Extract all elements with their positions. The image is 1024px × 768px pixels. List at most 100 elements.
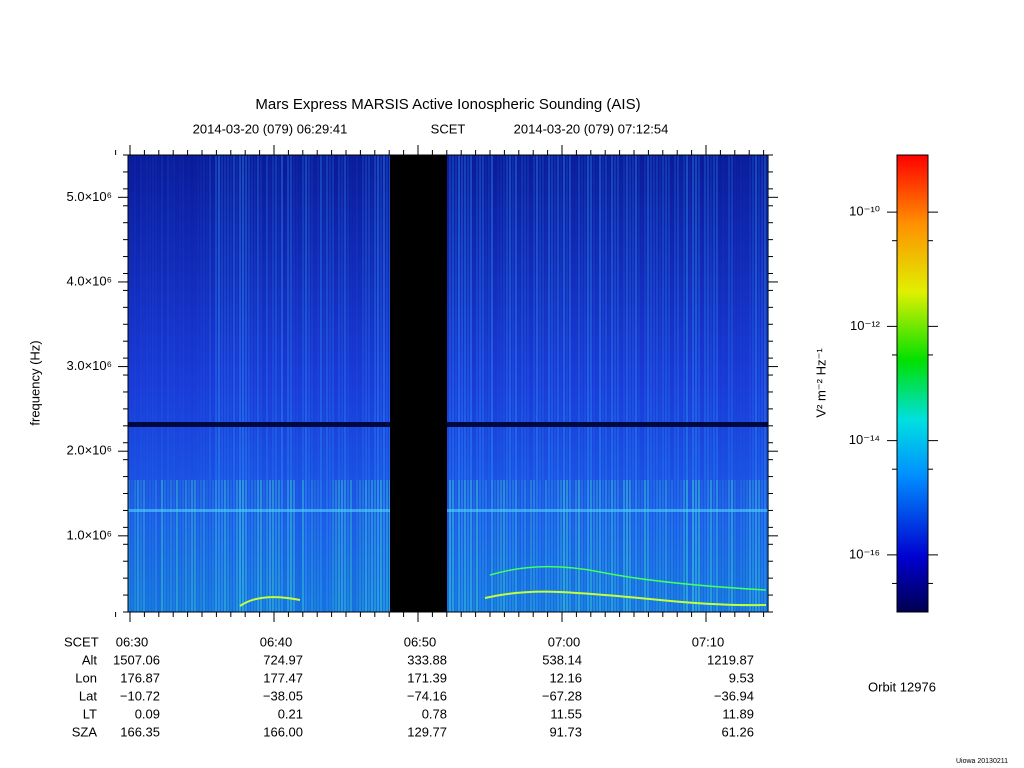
texture-stripe [629,480,631,612]
texture-stripe [524,155,526,612]
texture-stripe [332,480,334,612]
texture-stripe [722,480,724,612]
texture-stripe [641,480,643,612]
plot-frame [127,154,769,613]
texture-stripe [554,155,556,612]
texture-stripe [563,480,565,612]
texture-stripe [176,480,178,612]
texture-stripe [149,480,151,612]
texture-stripe [584,480,586,612]
texture-stripe [692,480,694,612]
texture-stripe [593,155,595,612]
texture-stripe [728,480,730,612]
ephemeris-value: 171.39 [407,670,447,685]
texture-stripe [152,480,154,612]
texture-stripe [497,480,499,612]
texture-stripe [371,155,373,612]
texture-stripe [143,480,145,612]
texture-stripe [521,155,523,612]
texture-stripe [689,480,691,612]
texture-stripe [224,480,226,612]
texture-stripe [221,155,223,612]
texture-stripe [350,480,352,612]
texture-stripe [716,155,718,612]
texture-stripe [335,480,337,612]
texture-stripe [758,155,760,612]
texture-stripe [560,155,562,612]
footer: Uiowa 20130211 [956,758,1008,765]
texture-stripe [359,480,361,612]
texture-stripe [374,155,376,612]
ephemeris-value: −36.94 [714,688,754,703]
texture-stripe [476,155,478,612]
texture-stripe [647,480,649,612]
texture-stripe [668,155,670,612]
chart-title: Mars Express MARSIS Active Ionospheric S… [255,96,640,113]
row-label: SCET [64,634,99,649]
texture-stripe [614,480,616,612]
texture-stripe [293,155,295,612]
texture-stripe [317,155,319,612]
texture-stripe [674,155,676,612]
texture-stripe [515,480,517,612]
texture-stripe [602,155,604,612]
texture-stripe [638,480,640,612]
ephemeris-value: 538.14 [542,652,582,667]
texture-stripe [233,155,235,612]
texture-stripe [296,155,298,612]
texture-stripe [713,480,715,612]
texture-stripe [365,480,367,612]
texture-stripe [524,480,526,612]
texture-stripe [206,480,208,612]
orbit-label: Orbit 12976 [868,679,936,694]
texture-stripe [755,155,757,612]
colorbar-tick-label: 10⁻¹⁰ [849,204,880,219]
time-system: SCET [431,121,466,136]
ephemeris-value: 166.00 [263,724,303,739]
ephemeris-value: 0.09 [135,706,160,721]
texture-stripe [341,480,343,612]
texture-stripe [695,480,697,612]
texture-stripe [704,155,706,612]
texture-stripe [362,155,364,612]
texture-stripe [608,155,610,612]
texture-stripe [284,480,286,612]
ephemeris-value: 166.35 [120,724,160,739]
texture-stripe [731,480,733,612]
ephemeris-value: 333.88 [407,652,447,667]
texture-stripe [134,480,136,612]
texture-stripe [485,480,487,612]
texture-stripe [179,480,181,612]
texture-stripe [371,480,373,612]
texture-stripe [599,155,601,612]
ephemeris-value: −10.72 [120,688,160,703]
texture-stripe [296,480,298,612]
texture-stripe [257,155,259,612]
ephemeris-value: 0.78 [422,706,447,721]
texture-stripe [455,155,457,612]
y-tick-label: 4.0×10⁶ [67,273,112,288]
texture-stripe [131,480,133,612]
texture-stripe [539,155,541,612]
texture-stripe [248,480,250,612]
texture-stripe [251,155,253,612]
texture-stripe [128,480,130,612]
texture-stripe [683,155,685,612]
texture-band [128,509,768,512]
texture-stripe [242,155,244,612]
texture-stripe [152,155,154,612]
texture-stripe [356,480,358,612]
texture-stripe [377,155,379,612]
texture-stripe [617,480,619,612]
texture-stripe [173,480,175,612]
texture-stripe [656,155,658,612]
ephemeris-value: 91.73 [549,724,582,739]
texture-stripe [185,480,187,612]
texture-stripe [509,155,511,612]
texture-stripe [458,480,460,612]
texture-stripe [377,480,379,612]
ephemeris-value: 11.55 [550,706,582,721]
texture-stripe [224,155,226,612]
texture-stripe [584,155,586,612]
texture-stripe [140,480,142,612]
